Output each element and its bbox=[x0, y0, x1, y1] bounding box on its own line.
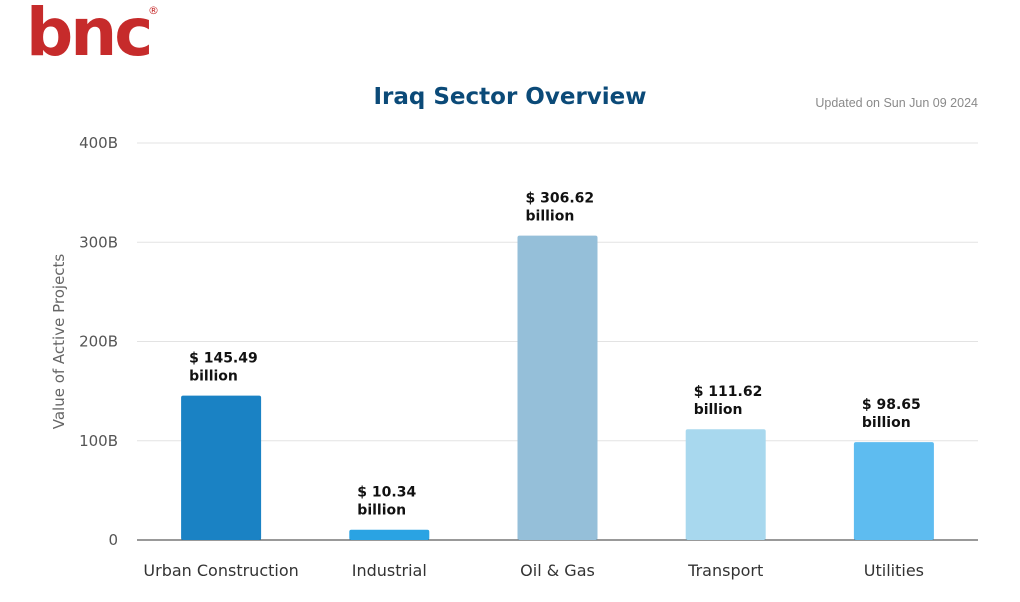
data-label: $ 98.65 billion bbox=[862, 397, 921, 431]
y-tick-label: 100B bbox=[79, 432, 118, 450]
bar bbox=[517, 235, 598, 540]
category-label: Urban Construction bbox=[143, 561, 298, 580]
bar bbox=[349, 529, 430, 540]
data-label: $ 10.34 billion bbox=[357, 485, 416, 519]
y-tick-label: 0 bbox=[108, 531, 118, 549]
category-label: Oil & Gas bbox=[520, 561, 595, 580]
updated-timestamp: Updated on Sun Jun 09 2024 bbox=[815, 96, 978, 110]
y-tick-label: 200B bbox=[79, 333, 118, 351]
data-label: $ 111.62 billion bbox=[694, 384, 763, 418]
registered-mark: ® bbox=[148, 4, 159, 17]
category-label: Utilities bbox=[864, 561, 924, 580]
category-label: Transport bbox=[687, 561, 763, 580]
data-label: $ 145.49 billion bbox=[189, 351, 258, 385]
category-label: Industrial bbox=[352, 561, 427, 580]
data-label: $ 306.62 billion bbox=[526, 191, 595, 225]
y-tick-label: 300B bbox=[79, 233, 118, 251]
bar bbox=[181, 395, 262, 540]
chart-title: Iraq Sector Overview bbox=[373, 84, 647, 110]
y-tick-label: 400B bbox=[79, 134, 118, 152]
y-axis-title: Value of Active Projects bbox=[50, 254, 68, 430]
bar bbox=[685, 429, 766, 540]
bar bbox=[853, 442, 934, 540]
bnc-logo: bnc bbox=[26, 0, 153, 71]
